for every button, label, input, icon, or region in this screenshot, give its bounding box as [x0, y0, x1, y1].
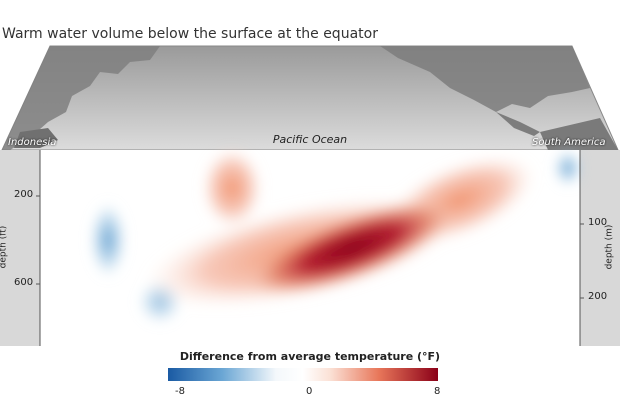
warm-core: [248, 199, 456, 297]
colorbar-tick-zero: 0: [306, 386, 313, 397]
left-tick-label-200: 200: [14, 189, 34, 200]
map-label-south-america: South America: [532, 137, 606, 148]
south-america-landmass: [540, 118, 618, 150]
asia-landmass: [2, 46, 160, 150]
chart-title: Warm water volume below the surface at t…: [2, 26, 378, 42]
indonesia-islands: [14, 128, 58, 148]
right-tick-label-200: 200: [588, 291, 608, 302]
right-tick-label-100: 100: [588, 217, 608, 228]
temperature-anomaly-field: [90, 148, 582, 324]
right-axis-title: depth (m): [604, 224, 615, 270]
colorbar-tick-max: 8: [434, 386, 441, 397]
colorbar-tick-min: -8: [175, 386, 185, 397]
left-axis-title: depth (ft): [0, 225, 9, 269]
central-america: [496, 112, 540, 136]
north-america-landmass: [380, 46, 590, 112]
cold-anomaly-east: [554, 150, 582, 186]
colorbar-title: Difference from average temperature (°F): [179, 350, 441, 363]
left-tick-label-600: 600: [14, 277, 34, 288]
map-label-indonesia: Indonesia: [8, 137, 57, 148]
map-label-pacific-ocean: Pacific Ocean: [272, 133, 348, 146]
colorbar: [168, 368, 438, 381]
warm-halo-column: [202, 148, 262, 228]
cold-anomaly-west: [90, 202, 126, 278]
